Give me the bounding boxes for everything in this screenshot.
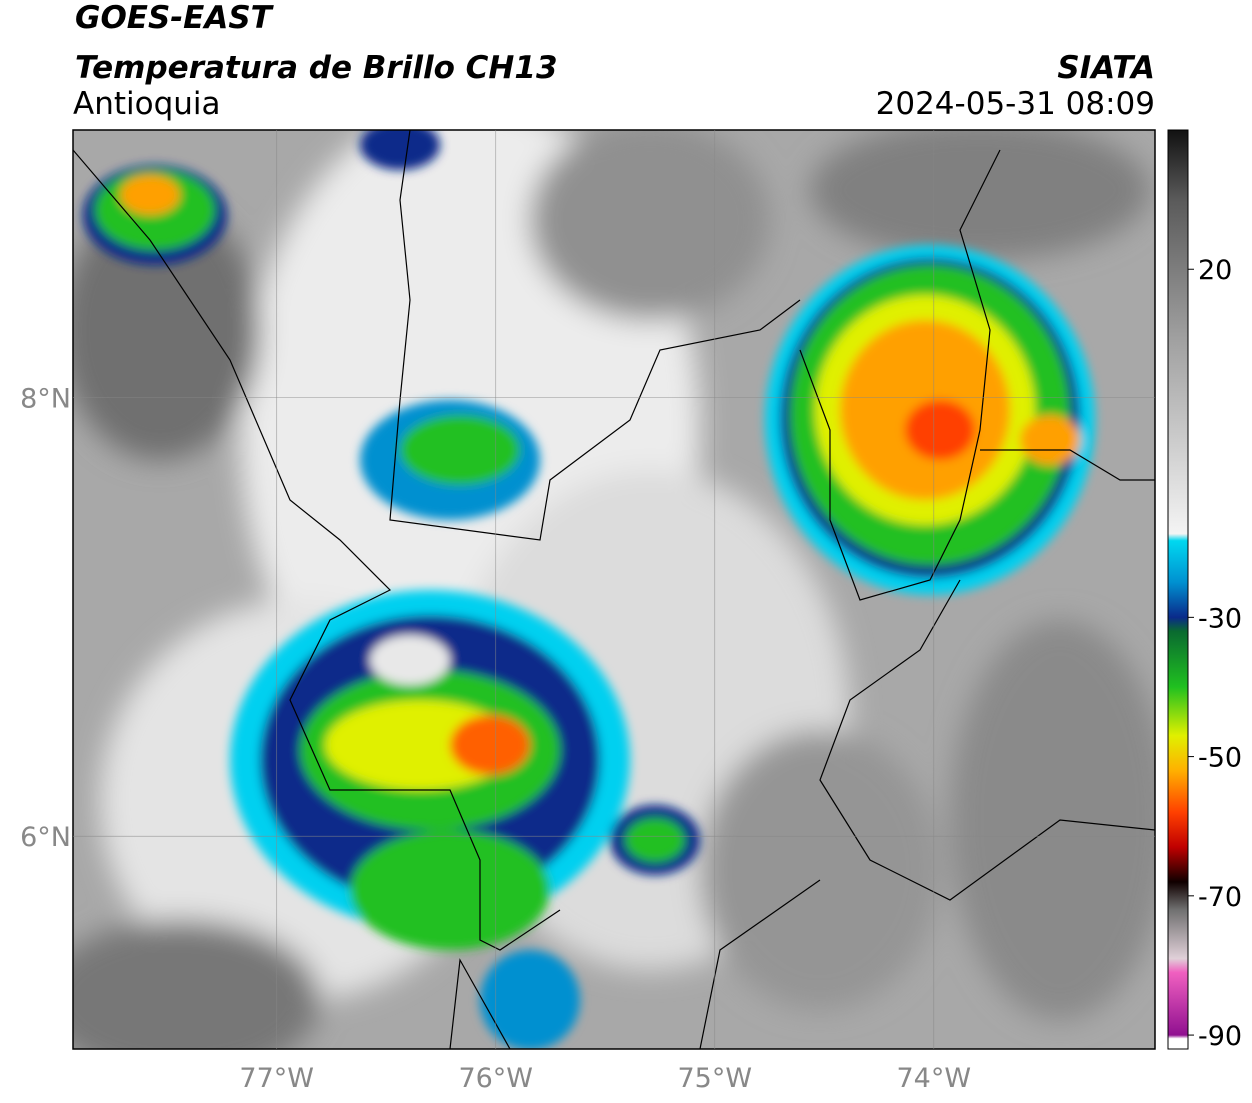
x-tick-label: 75°W — [677, 1063, 752, 1094]
colorbar-tick-label: -50 — [1198, 743, 1242, 774]
satellite-image — [73, 130, 1155, 1049]
y-tick-label: 6°N — [20, 822, 71, 853]
x-tick-label: 76°W — [458, 1063, 533, 1094]
colorbar-tick-label: -90 — [1198, 1021, 1242, 1052]
colorbar-tick-label: 20 — [1198, 255, 1232, 286]
colorbar — [1167, 129, 1189, 1050]
title: GOES-EAST — [75, 0, 275, 36]
map-frame — [72, 129, 1156, 1050]
datetime: 2024-05-31 08:09 — [876, 86, 1155, 122]
x-tick-label: 77°W — [239, 1063, 314, 1094]
colorbar-tick-label: -30 — [1198, 603, 1242, 634]
y-tick-label: 8°N — [20, 384, 71, 415]
subtitle: Temperatura de Brillo CH13 — [75, 50, 558, 86]
x-tick-label: 74°W — [897, 1063, 972, 1094]
colorbar-tick-label: -70 — [1198, 882, 1242, 913]
region: Antioquia — [73, 86, 221, 122]
source: SIATA — [1057, 50, 1155, 86]
